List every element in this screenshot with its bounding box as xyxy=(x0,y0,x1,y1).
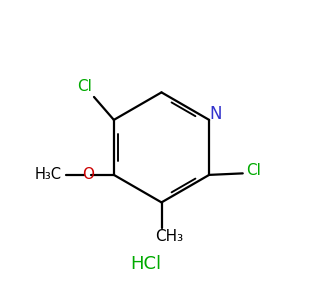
Text: Cl: Cl xyxy=(78,80,92,94)
Text: Cl: Cl xyxy=(246,163,261,178)
Text: CH₃: CH₃ xyxy=(155,229,183,244)
Text: O: O xyxy=(82,167,95,182)
Text: N: N xyxy=(210,105,222,123)
Text: H₃C: H₃C xyxy=(34,167,61,182)
Text: HCl: HCl xyxy=(131,255,162,273)
